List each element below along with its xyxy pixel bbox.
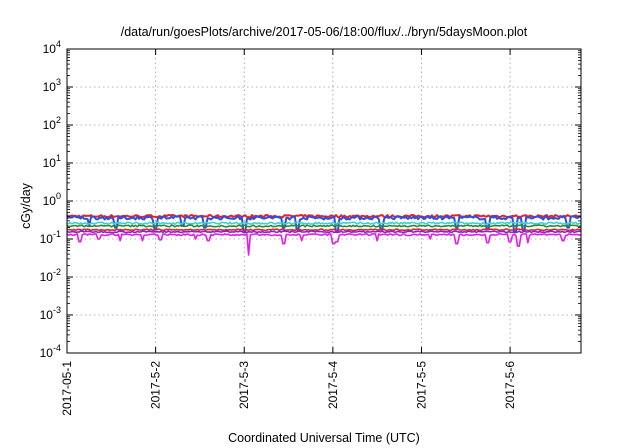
series-line-1 [66,213,582,219]
grid-lines [67,49,581,353]
y-tick-label: 10-3 [40,305,61,322]
x-tick-label: 2017-5-5 [414,361,428,409]
series-line-5 [66,228,582,232]
y-tick-label: 10-4 [40,343,61,360]
x-axis-label: Coordinated Universal Time (UTC) [228,431,420,445]
axis-ticks: 10-4 10-3 10-2 10-1 100 101 102 103 104 2017-05-1… [40,39,581,416]
x-tick-label: 2017-5-2 [149,361,163,409]
series-line-3 [66,221,582,226]
series-line-7 [66,233,582,256]
y-tick-label: 104 [43,39,61,56]
series-line-2 [66,215,582,234]
y-tick-label: 10-1 [40,229,61,246]
chart-title: /data/run/goesPlots/archive/2017-05-06/1… [121,25,528,39]
y-tick-label: 103 [43,77,61,94]
y-axis-label: cGy/day [19,182,33,229]
y-tick-label: 10-2 [40,267,61,284]
x-tick-label: 2017-5-4 [326,361,340,409]
series-group [66,213,582,256]
y-tick-label: 100 [43,191,61,208]
series-line-6 [66,230,581,234]
x-tick-label: 2017-5-6 [503,361,517,409]
x-tick-label: 2017-05-1 [60,361,74,416]
x-tick-label: 2017-5-3 [237,361,251,409]
series-line-4 [66,224,582,228]
y-tick-label: 101 [43,153,61,170]
y-tick-label: 102 [43,115,61,132]
